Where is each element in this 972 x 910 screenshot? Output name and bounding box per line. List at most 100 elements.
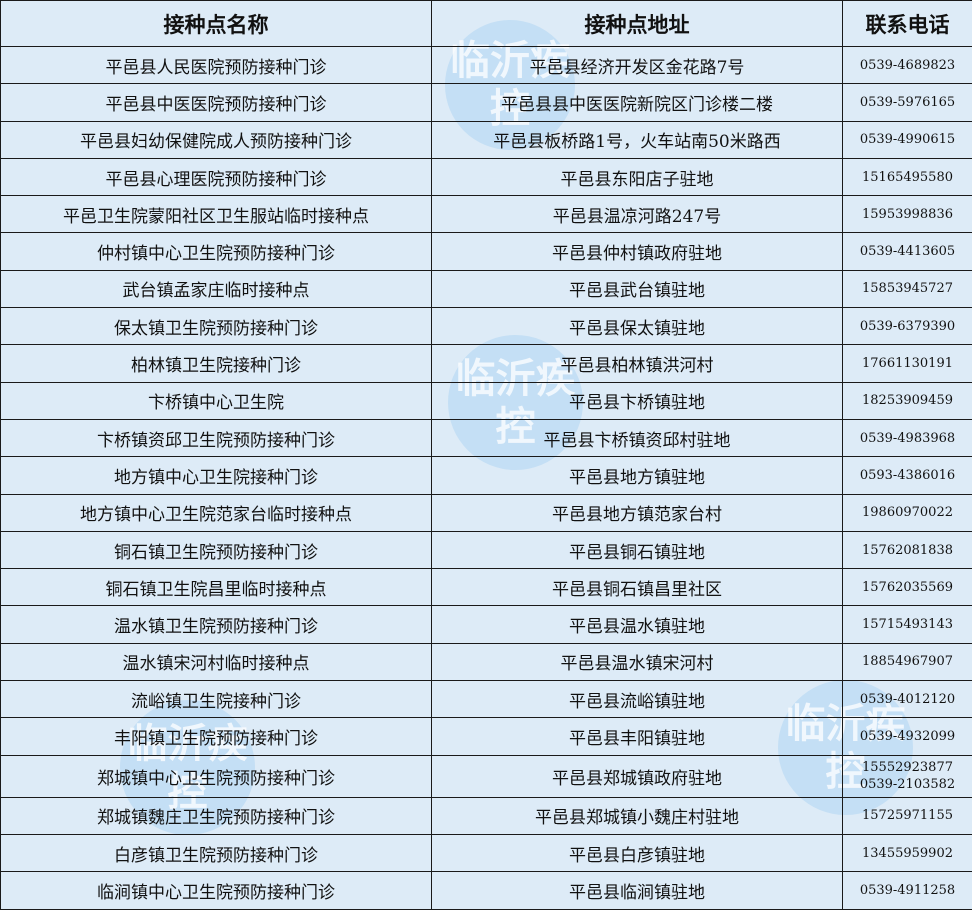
site-address-cell: 平邑县柏林镇洪河村 [432, 345, 843, 382]
site-address-cell: 平邑县温水镇驻地 [432, 606, 843, 643]
site-address-cell: 平邑县地方镇范家台村 [432, 494, 843, 531]
site-name-cell: 铜石镇卫生院预防接种门诊 [1, 531, 432, 568]
site-address-cell: 平邑县卞桥镇资邱村驻地 [432, 419, 843, 456]
site-name-cell: 流峪镇卫生院接种门诊 [1, 681, 432, 718]
site-name-cell: 平邑县人民医院预防接种门诊 [1, 47, 432, 84]
phone-number: 0539-4983968 [843, 430, 972, 447]
phone-cell: 15715493143 [843, 606, 972, 643]
site-name-cell: 丰阳镇卫生院预防接种门诊 [1, 718, 432, 755]
header-row: 接种点名称 接种点地址 联系电话 [1, 1, 972, 47]
site-address-cell: 平邑县武台镇驻地 [432, 270, 843, 307]
phone-number: 0539-4932099 [843, 728, 972, 745]
phone-cell: 0539-6379390 [843, 308, 972, 345]
phone-cell: 18253909459 [843, 382, 972, 419]
header-phone: 联系电话 [843, 1, 972, 47]
phone-cell: 19860970022 [843, 494, 972, 531]
site-address-cell: 平邑县东阳店子驻地 [432, 158, 843, 195]
site-address-cell: 平邑县流峪镇驻地 [432, 681, 843, 718]
phone-number: 0539-4911258 [843, 882, 972, 899]
phone-number: 15715493143 [843, 616, 972, 633]
phone-number: 15725971155 [843, 807, 972, 824]
phone-cell: 13455959902 [843, 834, 972, 871]
site-address-cell: 平邑县仲村镇政府驻地 [432, 233, 843, 270]
phone-cell: 0539-4689823 [843, 47, 972, 84]
phone-cell: 0539-4932099 [843, 718, 972, 755]
site-name-cell: 郑城镇魏庄卫生院预防接种门诊 [1, 797, 432, 834]
phone-number: 18253909459 [843, 392, 972, 409]
site-address-cell: 平邑县郑城镇小魏庄村驻地 [432, 797, 843, 834]
site-name-cell: 温水镇宋河村临时接种点 [1, 643, 432, 680]
site-address-cell: 平邑县临涧镇驻地 [432, 872, 843, 909]
phone-cell: 18854967907 [843, 643, 972, 680]
phone-cell: 0539-4983968 [843, 419, 972, 456]
phone-cell: 17661130191 [843, 345, 972, 382]
phone-number: 15953998836 [843, 206, 972, 223]
site-address-cell: 平邑县铜石镇驻地 [432, 531, 843, 568]
phone-number: 0539-4012120 [843, 691, 972, 708]
phone-cell: 15762035569 [843, 569, 972, 606]
site-name-cell: 平邑县中医医院预防接种门诊 [1, 84, 432, 121]
site-name-cell: 卞桥镇资邱卫生院预防接种门诊 [1, 419, 432, 456]
phone-cell: 15853945727 [843, 270, 972, 307]
phone-cell: 0539-4990615 [843, 121, 972, 158]
site-address-cell: 平邑县温水镇宋河村 [432, 643, 843, 680]
site-address-cell: 平邑县温凉河路247号 [432, 196, 843, 233]
site-name-cell: 平邑县心理医院预防接种门诊 [1, 158, 432, 195]
phone-number: 0539-5976165 [843, 94, 972, 111]
site-address-cell: 平邑县地方镇驻地 [432, 457, 843, 494]
site-name-cell: 保太镇卫生院预防接种门诊 [1, 308, 432, 345]
site-name-cell: 平邑卫生院蒙阳社区卫生服站临时接种点 [1, 196, 432, 233]
phone-number: 0593-4386016 [843, 467, 972, 484]
site-name-cell: 卞桥镇中心卫生院 [1, 382, 432, 419]
site-name-cell: 郑城镇中心卫生院预防接种门诊 [1, 755, 432, 797]
phone-cell: 0539-4012120 [843, 681, 972, 718]
phone-number: 19860970022 [843, 504, 972, 521]
phone-cell: 0593-4386016 [843, 457, 972, 494]
phone-cell: 0539-4911258 [843, 872, 972, 909]
site-name-cell: 柏林镇卫生院接种门诊 [1, 345, 432, 382]
phone-number: 0539-4413605 [843, 243, 972, 260]
phone-number: 15853945727 [843, 280, 972, 297]
site-name-cell: 临涧镇中心卫生院预防接种门诊 [1, 872, 432, 909]
site-address-cell: 平邑县板桥路1号，火车站南50米路西 [432, 121, 843, 158]
phone-cell: 0539-4413605 [843, 233, 972, 270]
site-address-cell: 平邑县丰阳镇驻地 [432, 718, 843, 755]
site-name-cell: 地方镇中心卫生院范家台临时接种点 [1, 494, 432, 531]
phone-number: 15165495580 [843, 169, 972, 186]
phone-number: 17661130191 [843, 355, 972, 372]
phone-cell: 0539-5976165 [843, 84, 972, 121]
site-address-cell: 平邑县白彦镇驻地 [432, 834, 843, 871]
phone-cell: 15165495580 [843, 158, 972, 195]
header-address: 接种点地址 [432, 1, 843, 47]
phone-number: 0539-6379390 [843, 318, 972, 335]
site-name-cell: 平邑县妇幼保健院成人预防接种门诊 [1, 121, 432, 158]
phone-number: 15762081838 [843, 542, 972, 559]
phone-cell: 15953998836 [843, 196, 972, 233]
site-name-cell: 白彦镇卫生院预防接种门诊 [1, 834, 432, 871]
phone-number: 0539-4990615 [843, 131, 972, 148]
site-address-cell: 平邑县县中医医院新院区门诊楼二楼 [432, 84, 843, 121]
site-name-cell: 铜石镇卫生院昌里临时接种点 [1, 569, 432, 606]
site-address-cell: 平邑县卞桥镇驻地 [432, 382, 843, 419]
site-address-cell: 平邑县经济开发区金花路7号 [432, 47, 843, 84]
phone-number: 15552923877 [843, 759, 972, 776]
phone-cell: 15725971155 [843, 797, 972, 834]
site-address-cell: 平邑县郑城镇政府驻地 [432, 755, 843, 797]
